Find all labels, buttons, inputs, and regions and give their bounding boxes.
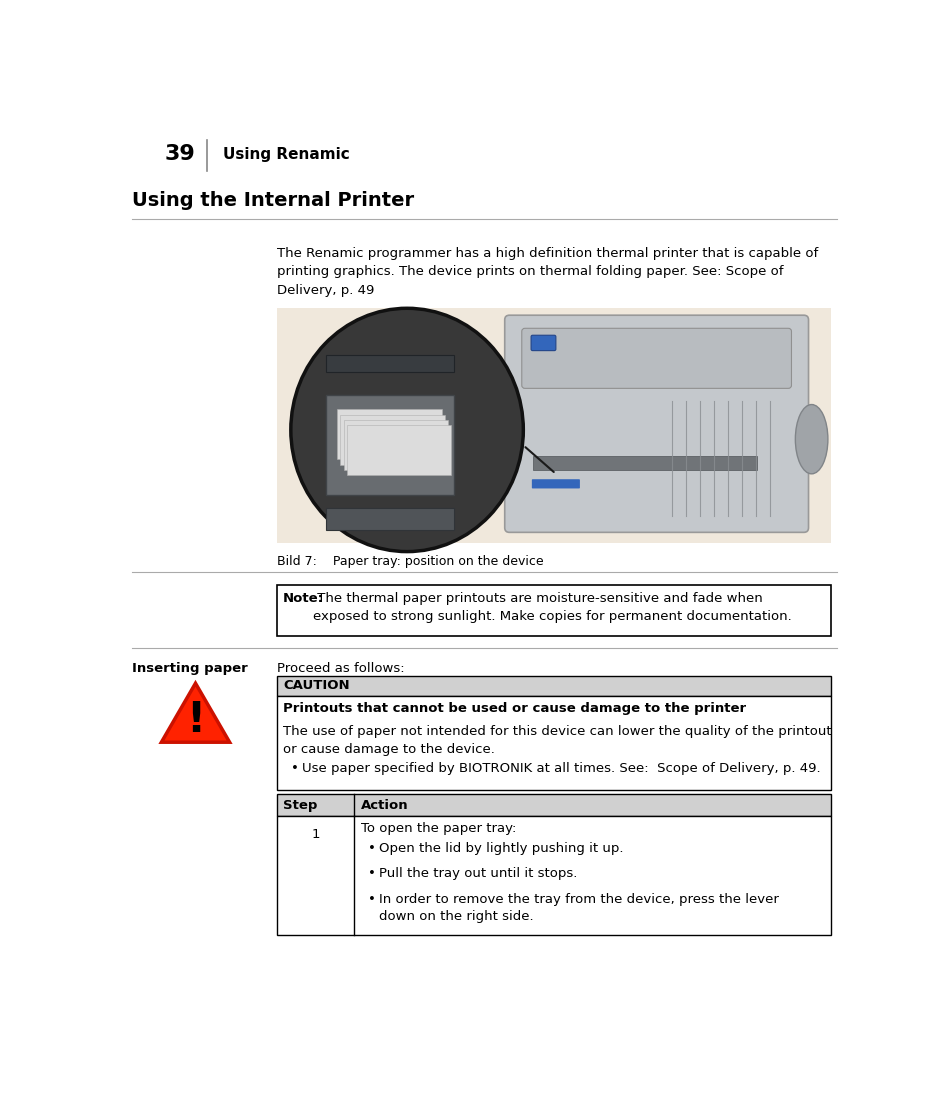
Text: •: •	[368, 842, 377, 855]
Text: Use paper specified by BIOTRONIK at all times. See:  Scope of Delivery, p. 49.: Use paper specified by BIOTRONIK at all …	[302, 762, 820, 775]
Text: 39: 39	[164, 144, 195, 165]
Text: The thermal paper printouts are moisture-sensitive and fade when
exposed to stro: The thermal paper printouts are moisture…	[313, 593, 792, 624]
FancyBboxPatch shape	[341, 415, 445, 465]
Text: The use of paper not intended for this device can lower the quality of the print: The use of paper not intended for this d…	[283, 724, 832, 755]
Text: Inserting paper: Inserting paper	[132, 661, 247, 675]
FancyBboxPatch shape	[326, 395, 453, 495]
Polygon shape	[161, 684, 229, 742]
FancyBboxPatch shape	[326, 355, 453, 373]
FancyBboxPatch shape	[531, 479, 580, 489]
Text: •: •	[368, 867, 377, 880]
Text: •: •	[368, 893, 377, 906]
Ellipse shape	[291, 309, 523, 552]
Text: Action: Action	[361, 799, 408, 812]
FancyBboxPatch shape	[522, 328, 791, 388]
FancyBboxPatch shape	[531, 335, 556, 351]
FancyBboxPatch shape	[277, 676, 831, 696]
Text: In order to remove the tray from the device, press the lever
down on the right s: In order to remove the tray from the dev…	[379, 893, 779, 922]
Text: Proceed as follows:: Proceed as follows:	[277, 661, 404, 675]
FancyBboxPatch shape	[277, 309, 831, 543]
FancyBboxPatch shape	[344, 420, 448, 470]
FancyBboxPatch shape	[505, 315, 808, 532]
Text: Pull the tray out until it stops.: Pull the tray out until it stops.	[379, 867, 578, 880]
FancyBboxPatch shape	[277, 816, 831, 935]
Text: To open the paper tray:: To open the paper tray:	[361, 822, 516, 835]
Ellipse shape	[796, 405, 828, 473]
Text: •: •	[291, 762, 298, 775]
FancyBboxPatch shape	[277, 794, 831, 816]
FancyBboxPatch shape	[326, 509, 453, 530]
Text: Bild 7:    Paper tray: position on the device: Bild 7: Paper tray: position on the devi…	[277, 555, 544, 568]
FancyBboxPatch shape	[277, 696, 831, 790]
Text: !: !	[186, 699, 205, 741]
Text: Step: Step	[283, 799, 317, 812]
FancyBboxPatch shape	[532, 456, 757, 470]
Text: Using Renamic: Using Renamic	[223, 147, 349, 161]
Text: Open the lid by lightly pushing it up.: Open the lid by lightly pushing it up.	[379, 842, 624, 855]
Text: Note:: Note:	[283, 593, 324, 605]
Text: The Renamic programmer has a high definition thermal printer that is capable of
: The Renamic programmer has a high defini…	[277, 247, 818, 296]
FancyBboxPatch shape	[337, 409, 442, 459]
Text: CAUTION: CAUTION	[283, 679, 349, 692]
Text: Using the Internal Printer: Using the Internal Printer	[132, 191, 414, 210]
FancyBboxPatch shape	[277, 585, 831, 636]
FancyBboxPatch shape	[346, 426, 451, 476]
Text: Printouts that cannot be used or cause damage to the printer: Printouts that cannot be used or cause d…	[283, 701, 746, 714]
Text: 1: 1	[312, 828, 320, 841]
